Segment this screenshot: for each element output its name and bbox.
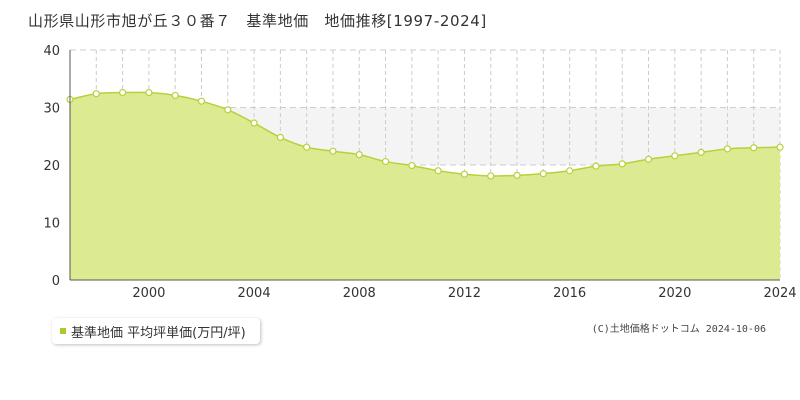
data-point [276,133,284,141]
legend-swatch [60,328,66,334]
x-tick-label: 2004 [238,286,271,301]
data-point [776,143,784,151]
data-point [697,148,705,156]
data-point [171,91,179,100]
data-point [618,160,626,168]
data-point [539,170,547,178]
data-point [224,106,232,114]
y-tick-label: 30 [43,102,60,117]
x-tick-label: 2012 [448,286,481,301]
data-point [750,144,758,152]
series-line [69,91,781,177]
x-tick-label: 2020 [658,286,691,301]
data-point [671,152,679,160]
y-tick-label: 40 [43,44,60,59]
legend-label: 基準地価 平均坪単価(万円/坪) [71,325,246,341]
data-point [434,167,442,175]
data-point [487,172,495,180]
data-point [118,88,127,97]
data-point [145,88,153,97]
x-tick-label: 2000 [132,286,165,301]
y-tick-label: 20 [43,159,60,174]
data-point [513,171,521,179]
data-point [408,161,416,170]
data-point [329,147,337,155]
data-point [250,119,258,127]
x-tick-labels: 2000 2004 2008 2012 2016 2020 2024 [132,286,796,301]
data-point [566,167,574,175]
y-tick-label: 0 [52,274,60,289]
data-point [381,157,390,166]
y-tick-labels: 0 10 20 30 40 [43,44,60,289]
x-tick-label: 2008 [343,286,376,301]
data-point [592,162,600,170]
data-point [355,151,363,159]
data-point [460,170,469,178]
x-tick-label: 2024 [763,286,796,301]
series-area [70,92,780,280]
data-point [723,145,732,153]
data-point [197,97,206,105]
area-layer [69,91,781,280]
axes [69,50,780,281]
chart-legend: 基準地価 平均坪単価(万円/坪) [52,318,260,344]
data-point [303,143,311,151]
data-point [644,155,653,163]
data-point [92,90,100,98]
chart-title: 山形県山形市旭が丘３０番７ 基準地価 地価推移[1997-2024] [28,12,487,30]
x-tick-label: 2016 [553,286,586,301]
y-tick-label: 10 [43,217,60,232]
copyright-notice: (C)土地価格ドットコム 2024-10-06 [591,324,766,335]
